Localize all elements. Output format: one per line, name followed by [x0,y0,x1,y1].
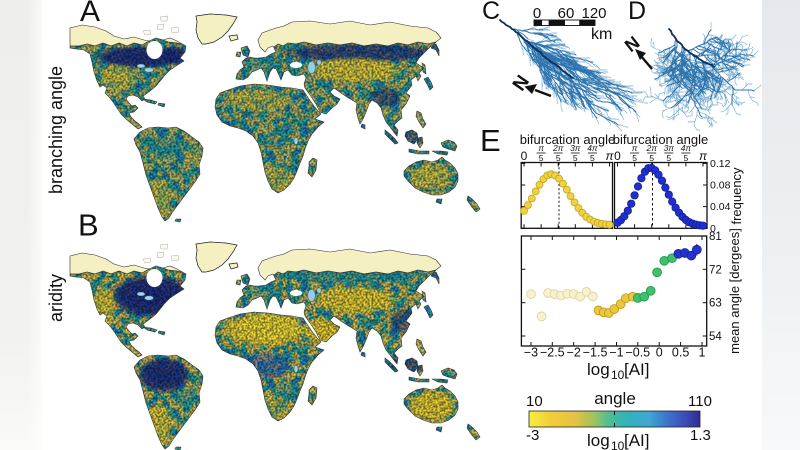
svg-text:π: π [605,149,614,163]
svg-text:110: 110 [688,393,712,410]
svg-text:3π: 3π [570,143,581,153]
svg-text:72: 72 [709,264,722,276]
svg-text:0: 0 [614,149,621,163]
svg-text:D: D [628,0,646,25]
svg-text:60: 60 [558,5,575,22]
svg-text:1: 1 [699,346,706,360]
svg-text:10: 10 [611,439,625,450]
svg-text:5: 5 [632,153,637,163]
svg-text:5: 5 [556,153,561,163]
svg-text:0.12: 0.12 [710,158,731,170]
svg-text:1.3: 1.3 [690,427,711,444]
svg-text:0.08: 0.08 [710,180,731,192]
svg-text:km: km [591,26,612,43]
svg-text:5: 5 [590,153,595,163]
svg-text:−3: −3 [524,346,538,360]
svg-text:−2.5: −2.5 [540,346,565,360]
svg-text:4π: 4π [681,143,692,153]
svg-text:2π: 2π [645,143,657,153]
svg-text:5: 5 [649,153,654,163]
svg-text:−2: −2 [567,346,581,360]
svg-text:π: π [632,143,638,153]
svg-text:5: 5 [573,153,578,163]
svg-text:C: C [482,0,500,25]
svg-text:0.04: 0.04 [710,201,731,213]
svg-text:[AI]: [AI] [624,360,650,379]
svg-text:4π: 4π [587,143,598,153]
svg-text:0: 0 [656,346,663,360]
svg-text:−1: −1 [609,346,623,360]
svg-text:angle: angle [594,389,636,408]
svg-text:branching angle: branching angle [46,66,66,194]
svg-text:5: 5 [539,153,544,163]
svg-text:63: 63 [709,298,722,310]
svg-text:3π: 3π [664,143,675,153]
svg-text:A: A [80,0,100,28]
svg-text:81: 81 [709,231,722,243]
svg-text:−1.5: −1.5 [583,346,608,360]
svg-text:bifurcation angle: bifurcation angle [613,132,708,147]
svg-text:-3: -3 [526,427,539,444]
svg-text:5: 5 [684,153,689,163]
svg-text:π: π [699,149,708,163]
svg-text:aridity: aridity [46,274,66,322]
svg-text:2π: 2π [552,143,564,153]
svg-text:10: 10 [526,393,543,410]
svg-text:54: 54 [709,331,722,343]
svg-text:log: log [587,431,610,450]
svg-text:B: B [78,208,99,243]
svg-text:E: E [480,123,501,158]
svg-text:π: π [538,143,544,153]
svg-text:0: 0 [521,149,528,163]
svg-text:log: log [587,360,610,379]
svg-text:frequency: frequency [729,167,744,225]
svg-text:[AI]: [AI] [624,431,650,450]
svg-text:−0.5: −0.5 [625,346,650,360]
svg-text:10: 10 [611,368,625,382]
svg-text:0.5: 0.5 [672,346,689,360]
svg-text:mean angle [dergees]: mean angle [dergees] [727,228,742,354]
svg-text:0: 0 [533,5,541,22]
svg-text:bifurcation angle: bifurcation angle [520,132,615,147]
svg-text:120: 120 [581,5,606,22]
svg-text:5: 5 [666,153,671,163]
svg-text:0: 0 [710,223,716,235]
